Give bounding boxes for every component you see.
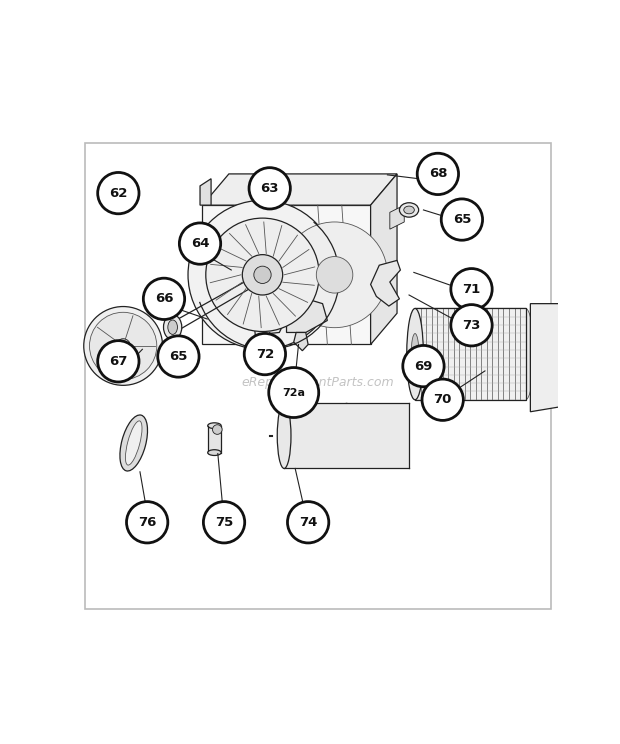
Ellipse shape: [168, 320, 177, 334]
Polygon shape: [371, 260, 401, 306]
Text: 68: 68: [428, 167, 447, 180]
Circle shape: [254, 266, 271, 283]
Bar: [208, 426, 221, 452]
Text: 69: 69: [414, 359, 433, 373]
Ellipse shape: [517, 309, 534, 400]
Circle shape: [249, 167, 290, 209]
Ellipse shape: [277, 403, 291, 469]
Circle shape: [179, 223, 221, 264]
Ellipse shape: [411, 333, 419, 375]
Bar: [284, 403, 409, 469]
Text: 72: 72: [256, 347, 274, 361]
Ellipse shape: [399, 202, 419, 217]
Circle shape: [143, 278, 185, 319]
Polygon shape: [294, 333, 308, 350]
Polygon shape: [390, 205, 404, 229]
Circle shape: [98, 341, 139, 382]
Text: 62: 62: [109, 187, 128, 199]
Text: 72a: 72a: [282, 388, 305, 397]
Text: 67: 67: [109, 355, 128, 368]
Circle shape: [213, 425, 222, 434]
Text: 64: 64: [191, 237, 210, 250]
Text: 63: 63: [260, 182, 279, 195]
Ellipse shape: [340, 403, 353, 469]
Circle shape: [116, 339, 130, 353]
Polygon shape: [200, 179, 211, 205]
Circle shape: [288, 501, 329, 543]
Polygon shape: [253, 306, 286, 335]
Circle shape: [98, 173, 139, 214]
FancyBboxPatch shape: [85, 143, 551, 609]
Text: 74: 74: [299, 516, 317, 529]
Circle shape: [403, 345, 444, 387]
Circle shape: [157, 336, 199, 377]
Circle shape: [126, 501, 168, 543]
Text: 65: 65: [169, 350, 188, 363]
Circle shape: [281, 222, 388, 327]
Ellipse shape: [407, 309, 423, 400]
Ellipse shape: [404, 206, 414, 214]
Text: 73: 73: [463, 318, 480, 332]
Circle shape: [89, 312, 157, 379]
Text: 76: 76: [138, 516, 156, 529]
Bar: [415, 309, 526, 400]
Text: eReplacementParts.com: eReplacementParts.com: [241, 376, 394, 389]
Polygon shape: [530, 304, 559, 411]
Polygon shape: [371, 174, 397, 344]
Text: 66: 66: [155, 292, 173, 305]
Circle shape: [441, 199, 482, 240]
Text: 65: 65: [453, 213, 471, 226]
Ellipse shape: [208, 423, 221, 429]
Circle shape: [242, 254, 283, 295]
Ellipse shape: [164, 315, 182, 340]
Circle shape: [417, 153, 459, 195]
Circle shape: [244, 333, 286, 375]
Ellipse shape: [120, 415, 148, 471]
Polygon shape: [202, 205, 371, 344]
Text: 71: 71: [463, 283, 480, 295]
Circle shape: [422, 379, 463, 420]
Circle shape: [206, 218, 319, 332]
Ellipse shape: [208, 449, 221, 455]
Circle shape: [188, 200, 337, 349]
Bar: [415, 309, 526, 400]
Circle shape: [316, 257, 353, 293]
Text: 75: 75: [215, 516, 233, 529]
Text: 70: 70: [433, 394, 452, 406]
Circle shape: [268, 368, 319, 417]
Polygon shape: [202, 174, 397, 205]
Polygon shape: [277, 296, 327, 333]
Circle shape: [203, 501, 245, 543]
Circle shape: [451, 304, 492, 346]
Circle shape: [84, 307, 162, 385]
Ellipse shape: [125, 421, 142, 465]
Circle shape: [451, 269, 492, 310]
